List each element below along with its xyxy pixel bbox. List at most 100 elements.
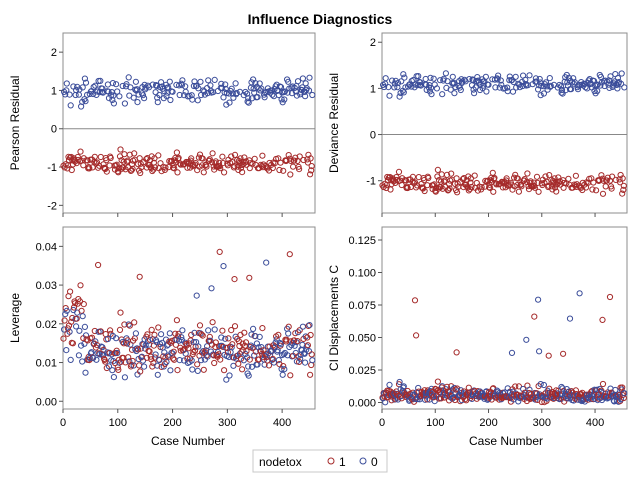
x-tick-label: 100 bbox=[426, 417, 444, 429]
point-group-0 bbox=[158, 79, 165, 86]
point-group-1 bbox=[131, 150, 138, 157]
point-group-1 bbox=[192, 160, 199, 167]
point-group-0 bbox=[178, 334, 185, 341]
point-group-1 bbox=[619, 175, 626, 182]
y-axis-label-leverage: Leverage bbox=[8, 293, 22, 343]
point-group-0 bbox=[197, 78, 204, 85]
point-group-0 bbox=[63, 307, 70, 314]
point-group-0 bbox=[110, 100, 118, 107]
point-group-0 bbox=[561, 78, 568, 85]
point-group-1 bbox=[239, 366, 246, 373]
point-group-1 bbox=[619, 190, 626, 197]
point-group-0 bbox=[566, 315, 574, 322]
point-group-0 bbox=[92, 338, 99, 345]
point-group-0 bbox=[394, 84, 401, 91]
point-group-1 bbox=[599, 190, 607, 197]
point-group-0 bbox=[114, 349, 121, 357]
point-group-1 bbox=[195, 154, 202, 161]
point-group-1 bbox=[173, 149, 180, 156]
point-group-0 bbox=[96, 351, 103, 358]
point-group-0 bbox=[109, 80, 117, 87]
point-group-1 bbox=[296, 358, 303, 365]
point-group-0 bbox=[515, 398, 522, 405]
y-tick-label: 0.025 bbox=[348, 365, 376, 377]
point-group-1 bbox=[155, 152, 162, 159]
point-group-0 bbox=[509, 88, 517, 95]
point-group-0 bbox=[195, 343, 202, 350]
point-group-0 bbox=[245, 95, 252, 102]
point-group-0 bbox=[193, 292, 200, 299]
point-group-1 bbox=[147, 353, 154, 360]
point-group-0 bbox=[252, 80, 259, 87]
point-group-0 bbox=[618, 80, 625, 87]
point-group-1 bbox=[73, 315, 80, 322]
point-group-0 bbox=[256, 333, 263, 340]
point-group-1 bbox=[88, 334, 96, 341]
point-group-0 bbox=[163, 358, 170, 365]
point-group-1 bbox=[474, 187, 481, 194]
point-group-0 bbox=[81, 75, 89, 82]
point-group-0 bbox=[400, 71, 407, 78]
x-tick-label: 100 bbox=[109, 417, 127, 429]
point-group-1 bbox=[603, 177, 610, 184]
point-group-1 bbox=[531, 313, 538, 320]
point-group-1 bbox=[199, 332, 206, 339]
point-group-0 bbox=[154, 99, 161, 106]
point-group-0 bbox=[536, 348, 543, 355]
point-group-0 bbox=[274, 347, 281, 354]
point-group-1 bbox=[259, 325, 266, 332]
point-group-0 bbox=[492, 84, 499, 91]
point-group-0 bbox=[391, 84, 398, 91]
point-group-0 bbox=[270, 359, 277, 366]
point-group-0 bbox=[166, 78, 173, 85]
point-group-0 bbox=[618, 70, 625, 77]
point-group-0 bbox=[113, 335, 120, 342]
point-group-1 bbox=[471, 172, 478, 179]
point-group-0 bbox=[63, 87, 70, 94]
point-group-1 bbox=[448, 383, 455, 390]
point-group-1 bbox=[175, 154, 182, 161]
point-group-0 bbox=[398, 78, 405, 85]
point-group-1 bbox=[241, 342, 248, 349]
point-group-0 bbox=[76, 327, 83, 334]
point-group-0 bbox=[547, 82, 554, 89]
point-group-1 bbox=[608, 185, 615, 192]
point-group-1 bbox=[61, 317, 68, 324]
point-group-1 bbox=[296, 327, 303, 334]
point-group-0 bbox=[428, 91, 435, 98]
point-group-1 bbox=[596, 177, 603, 184]
point-group-1 bbox=[487, 184, 494, 191]
point-group-1 bbox=[269, 355, 276, 362]
y-tick-label: 2 bbox=[370, 37, 376, 49]
point-group-0 bbox=[188, 357, 195, 364]
point-group-0 bbox=[240, 92, 247, 99]
point-group-0 bbox=[156, 357, 163, 364]
point-group-0 bbox=[207, 337, 214, 344]
point-group-0 bbox=[442, 70, 449, 77]
point-group-1 bbox=[619, 384, 626, 391]
point-group-0 bbox=[167, 367, 174, 374]
point-group-1 bbox=[434, 166, 441, 173]
point-group-1 bbox=[291, 157, 298, 164]
point-group-1 bbox=[111, 359, 119, 367]
point-group-1 bbox=[200, 366, 207, 373]
x-tick-label: 200 bbox=[163, 417, 181, 429]
point-group-0 bbox=[223, 376, 230, 383]
point-group-1 bbox=[620, 182, 627, 189]
point-group-0 bbox=[451, 90, 458, 97]
x-axis-label-left: Case Number bbox=[151, 434, 225, 448]
point-group-0 bbox=[472, 84, 479, 91]
y-tick-label: -1 bbox=[47, 162, 57, 174]
point-group-0 bbox=[258, 85, 265, 92]
point-group-0 bbox=[535, 86, 542, 93]
point-group-0 bbox=[604, 78, 611, 85]
point-group-1 bbox=[228, 327, 235, 334]
point-group-1 bbox=[246, 356, 253, 363]
point-group-1 bbox=[411, 297, 419, 304]
point-group-0 bbox=[125, 321, 132, 328]
point-group-1 bbox=[217, 356, 224, 363]
legend-label-1: 1 bbox=[339, 455, 346, 469]
point-group-1 bbox=[174, 333, 182, 340]
point-group-0 bbox=[569, 79, 576, 86]
point-group-0 bbox=[251, 352, 258, 359]
